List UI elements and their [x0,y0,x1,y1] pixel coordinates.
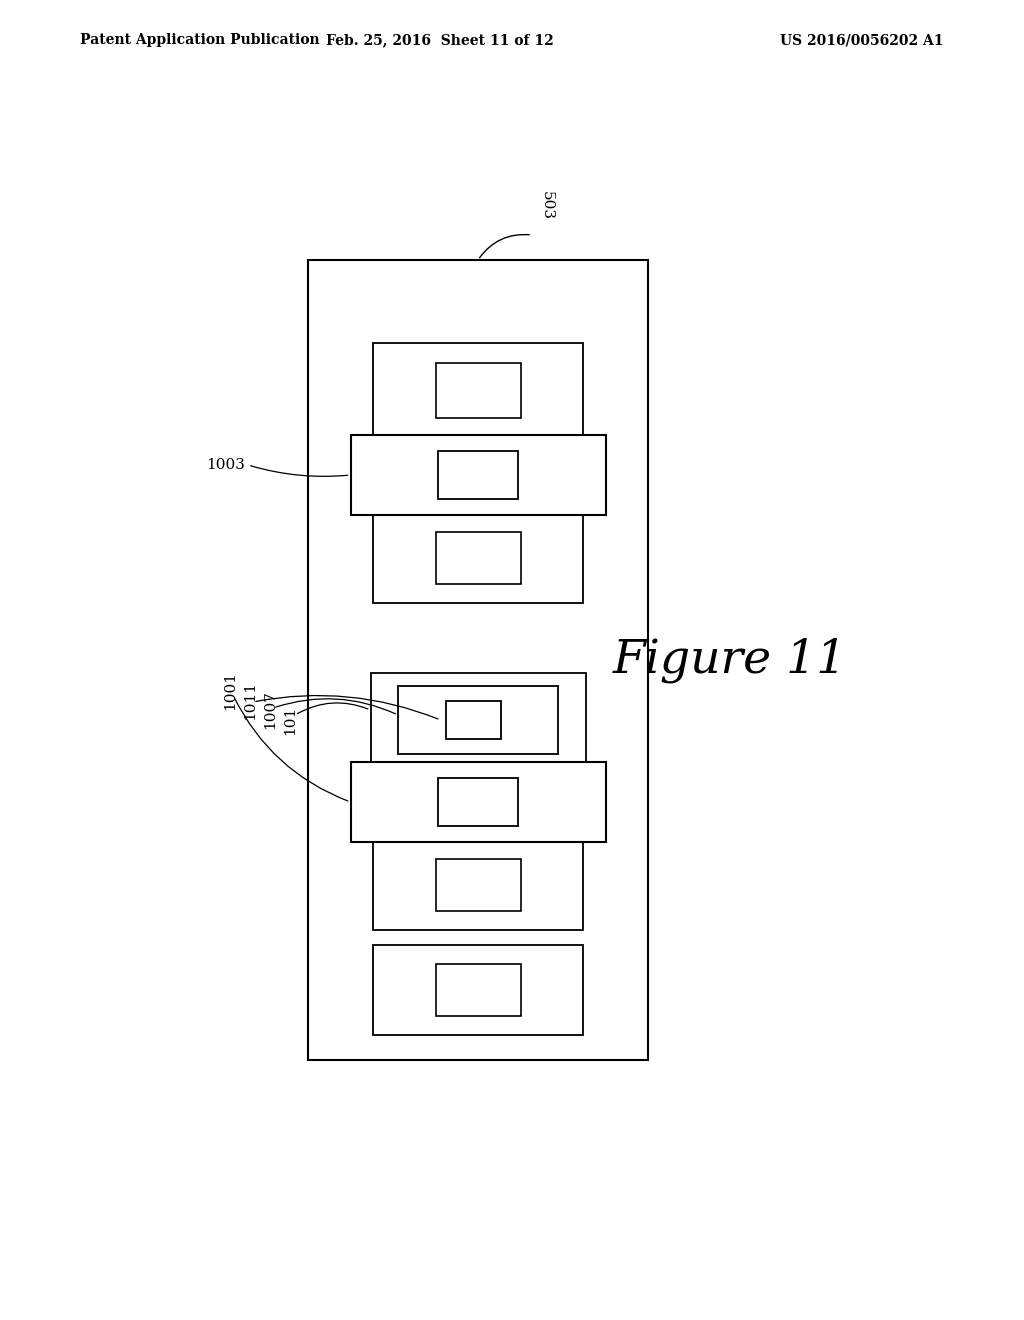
Text: 503: 503 [540,191,554,220]
Bar [435,532,520,583]
Text: Feb. 25, 2016  Sheet 11 of 12: Feb. 25, 2016 Sheet 11 of 12 [326,33,554,48]
Bar [373,342,583,437]
Bar [438,777,518,826]
Text: 1007: 1007 [263,690,278,730]
Text: 1001: 1001 [223,671,237,710]
Bar [373,840,583,931]
Bar [371,672,586,767]
Bar [438,451,518,499]
Text: 1011: 1011 [243,681,257,719]
Bar [398,686,558,754]
Bar [308,260,648,1060]
Bar [435,363,520,417]
Bar [373,945,583,1035]
Bar [445,701,501,739]
Bar [435,859,520,911]
Text: Patent Application Publication: Patent Application Publication [80,33,319,48]
Bar [350,436,605,515]
Text: 1003: 1003 [206,458,245,473]
Text: 101: 101 [283,705,297,735]
Bar [435,964,520,1016]
Text: Figure 11: Figure 11 [612,638,847,682]
Bar [373,513,583,603]
Text: US 2016/0056202 A1: US 2016/0056202 A1 [780,33,943,48]
Bar [350,762,605,842]
